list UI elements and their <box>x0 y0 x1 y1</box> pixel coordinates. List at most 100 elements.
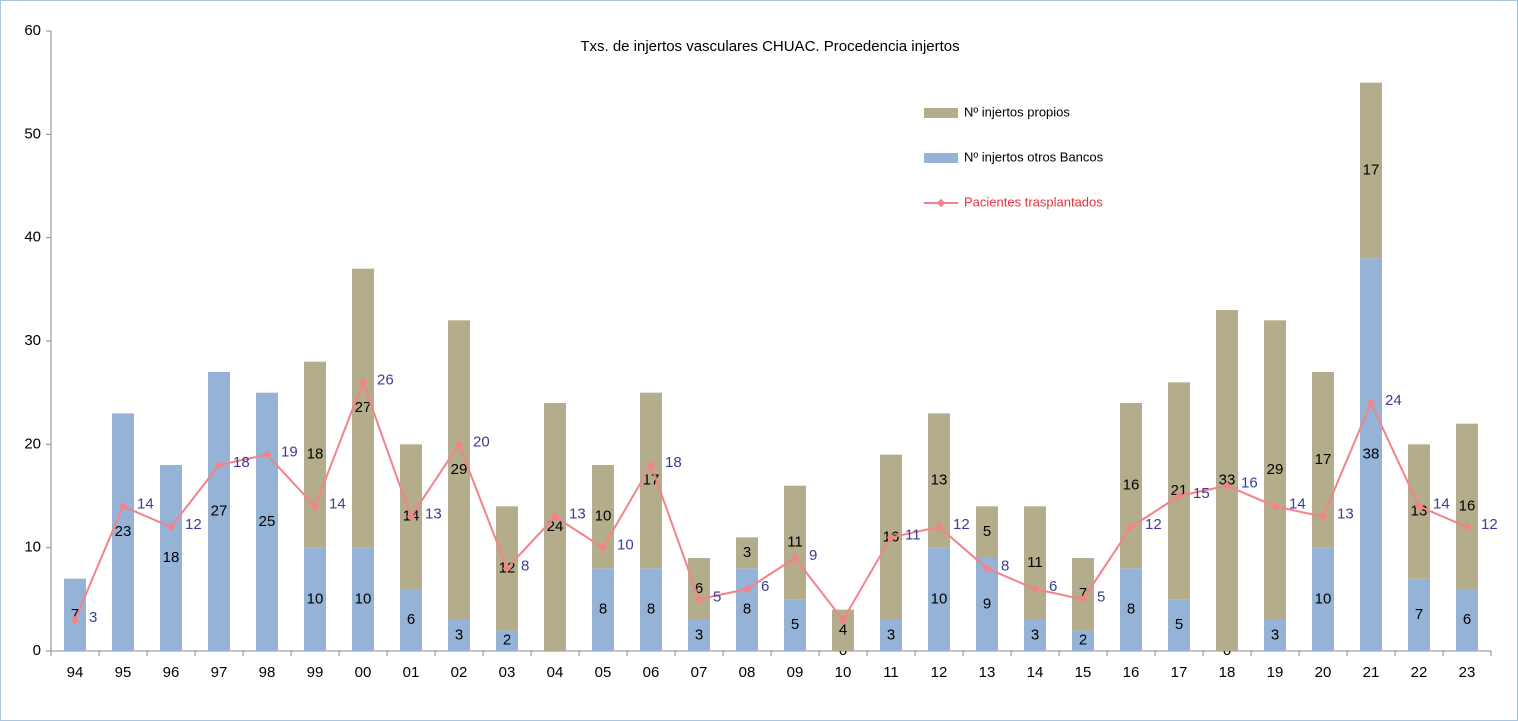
bar-label: 7 <box>1079 585 1087 602</box>
bar-label: 3 <box>743 544 751 561</box>
bar-label: 8 <box>599 601 607 618</box>
bar-label: 13 <box>1411 502 1428 519</box>
bar-segment <box>1456 589 1478 651</box>
line-label: 13 <box>425 506 442 523</box>
bar-segment <box>688 558 710 620</box>
bar-segment <box>448 620 470 651</box>
bar-segment <box>1360 82 1382 259</box>
line-label: 18 <box>233 454 250 471</box>
bar-label: 18 <box>163 549 180 566</box>
line-marker <box>1126 522 1136 532</box>
bar-label: 9 <box>983 595 991 612</box>
bar-segment <box>448 320 470 620</box>
bar-segment <box>1408 578 1430 651</box>
bar-segment <box>880 620 902 651</box>
line-marker <box>1366 398 1376 408</box>
line-label: 15 <box>1193 485 1210 502</box>
x-tick-label: 05 <box>595 664 612 681</box>
bar-label: 3 <box>887 626 895 643</box>
x-tick-label: 19 <box>1267 664 1284 681</box>
line-marker <box>742 584 752 594</box>
x-tick-label: 09 <box>787 664 804 681</box>
bar-label: 10 <box>1315 590 1332 607</box>
bar-label: 10 <box>307 590 324 607</box>
line-label: 13 <box>1337 506 1354 523</box>
bar-label: 27 <box>211 502 228 519</box>
bar-segment <box>160 465 182 651</box>
bar-segment <box>592 465 614 569</box>
x-tick-label: 18 <box>1219 664 1236 681</box>
line-label: 11 <box>905 526 921 543</box>
line-label: 3 <box>89 609 97 626</box>
bar-segment <box>1456 423 1478 589</box>
bar-label: 6 <box>1463 611 1471 628</box>
bar-segment <box>1168 382 1190 600</box>
bar-segment <box>1360 258 1382 651</box>
y-tick-label: 0 <box>33 642 41 659</box>
bar-segment <box>1168 599 1190 651</box>
line-label: 6 <box>1049 578 1057 595</box>
bar-label: 29 <box>1267 461 1284 478</box>
line-marker <box>646 460 656 470</box>
x-tick-label: 14 <box>1027 664 1044 681</box>
line-marker <box>886 533 896 542</box>
bar-segment <box>256 392 278 651</box>
y-tick-label: 60 <box>24 22 41 39</box>
bar-label: 27 <box>355 399 372 416</box>
bar-label: 8 <box>1127 601 1135 618</box>
line-label: 26 <box>377 371 394 388</box>
x-tick-label: 22 <box>1411 664 1428 681</box>
x-tick-label: 95 <box>115 664 132 681</box>
line-label: 12 <box>1145 516 1162 533</box>
line-marker <box>1222 481 1232 490</box>
bar-label: 18 <box>307 446 324 463</box>
bar-segment <box>1216 310 1238 651</box>
bar-segment <box>640 568 662 651</box>
line-marker <box>934 522 944 532</box>
line-label: 24 <box>1385 392 1402 409</box>
line-label: 5 <box>1097 588 1105 605</box>
bar-label: 5 <box>791 616 799 633</box>
legend-label: Nº injertos otros Bancos <box>964 149 1104 164</box>
line-label: 5 <box>713 588 721 605</box>
bar-segment <box>112 413 134 651</box>
bar-label: 2 <box>503 632 511 649</box>
x-tick-label: 08 <box>739 664 756 681</box>
bar-segment <box>784 485 806 600</box>
legend-label: Nº injertos propios <box>964 104 1070 119</box>
bar-label: 3 <box>1271 626 1279 643</box>
bar-segment <box>1264 620 1286 651</box>
line-label: 19 <box>281 444 298 461</box>
legend-swatch <box>924 153 958 163</box>
line-marker <box>1270 502 1280 511</box>
bar-label: 7 <box>71 606 79 623</box>
bar-label: 3 <box>455 626 463 643</box>
x-tick-label: 10 <box>835 664 852 681</box>
line-marker <box>1462 522 1472 532</box>
x-tick-label: 97 <box>211 664 228 681</box>
x-tick-label: 04 <box>547 664 564 681</box>
bar-label: 3 <box>695 626 703 643</box>
bar-segment <box>976 506 998 558</box>
y-tick-label: 50 <box>24 125 41 142</box>
y-tick-label: 40 <box>24 229 41 246</box>
bar-segment <box>784 599 806 651</box>
line-marker <box>838 615 848 625</box>
line-label: 8 <box>1001 557 1009 574</box>
bar-segment <box>208 372 230 651</box>
line-label: 14 <box>137 495 154 512</box>
bar-segment <box>1408 444 1430 579</box>
bar-label: 8 <box>743 601 751 618</box>
bar-segment <box>352 547 374 651</box>
x-tick-label: 21 <box>1363 664 1380 681</box>
line-marker <box>598 543 608 552</box>
bar-label: 10 <box>355 590 372 607</box>
line-marker <box>118 502 128 511</box>
bar-segment <box>736 537 758 569</box>
x-tick-label: 94 <box>67 664 84 681</box>
x-tick-label: 12 <box>931 664 948 681</box>
bar-label: 4 <box>839 621 847 638</box>
bar-label: 17 <box>1315 451 1332 468</box>
bar-segment <box>400 589 422 651</box>
x-tick-label: 01 <box>403 664 420 681</box>
